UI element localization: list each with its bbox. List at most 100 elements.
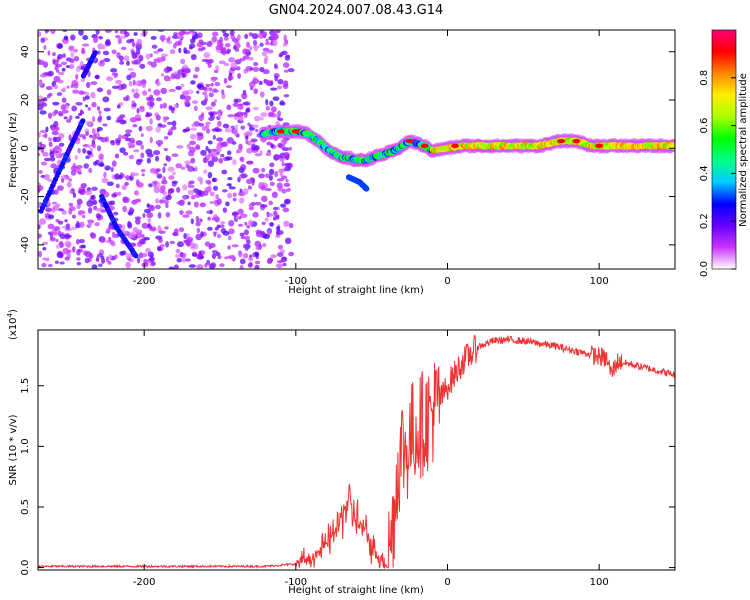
noise-speck (276, 260, 284, 264)
noise-speck (176, 186, 181, 193)
noise-speck (180, 58, 186, 65)
noise-speck (245, 108, 250, 113)
noise-speck (282, 207, 290, 213)
noise-speck (266, 49, 274, 54)
noise-speck (92, 115, 96, 123)
noise-speck (270, 87, 278, 91)
noise-speck (80, 66, 85, 71)
noise-speck (134, 216, 142, 220)
noise-speck (91, 186, 98, 192)
noise-speck (285, 178, 289, 183)
noise-speck (264, 42, 272, 46)
noise-speck (54, 136, 62, 143)
noise-speck (59, 233, 66, 239)
noise-speck (126, 39, 133, 44)
noise-speck (284, 69, 289, 73)
noise-speck (82, 43, 90, 47)
noise-speck (166, 40, 173, 44)
noise-speck (143, 208, 151, 214)
noise-speck (115, 79, 123, 85)
noise-speck (53, 226, 61, 231)
noise-speck (227, 245, 231, 250)
noise-speck (91, 101, 97, 108)
noise-speck (239, 188, 243, 193)
noise-speck (140, 133, 144, 137)
noise-speck (288, 251, 294, 257)
noise-speck (38, 224, 41, 230)
noise-speck (98, 153, 104, 160)
noise-speck (275, 154, 279, 161)
noise-speck (80, 49, 86, 55)
noise-speck (73, 48, 78, 53)
noise-speck (61, 97, 67, 103)
noise-speck (56, 185, 64, 191)
noise-speck (191, 252, 198, 257)
noise-speck (156, 173, 163, 179)
noise-speck (135, 159, 142, 166)
snr-multiplier: (x104) (6, 309, 19, 340)
noise-speck (147, 251, 154, 258)
noise-speck (97, 145, 102, 152)
noise-speck (268, 111, 275, 116)
noise-speck (209, 112, 214, 118)
noise-speck (199, 178, 203, 185)
noise-speck (247, 185, 252, 190)
noise-speck (276, 214, 280, 220)
noise-speck (149, 118, 153, 125)
noise-speck (205, 124, 210, 129)
noise-speck (281, 256, 287, 261)
noise-speck (239, 264, 244, 269)
noise-speck (40, 37, 46, 44)
noise-speck (155, 139, 164, 146)
noise-speck (168, 88, 176, 92)
noise-speck (80, 110, 85, 115)
noise-speck (173, 103, 178, 109)
noise-speck (72, 89, 79, 94)
noise-speck (129, 116, 138, 123)
noise-speck (284, 166, 288, 172)
noise-speck (204, 97, 209, 103)
noise-speck (186, 242, 191, 247)
noise-speck (264, 217, 269, 222)
noise-speck (222, 123, 230, 129)
noise-speck (216, 137, 224, 142)
noise-speck (140, 32, 144, 37)
noise-speck (135, 88, 139, 93)
noise-speck (96, 129, 100, 133)
noise-speck (106, 256, 110, 263)
noise-speck (198, 122, 205, 127)
noise-speck (114, 173, 120, 180)
noise-speck (235, 111, 244, 117)
noise-speck (57, 220, 64, 225)
noise-speck (41, 102, 48, 107)
noise-speck (93, 205, 98, 211)
noise-speck (190, 133, 197, 140)
noise-speck (170, 73, 176, 80)
noise-speck (268, 200, 273, 206)
noise-speck (111, 85, 120, 90)
noise-speck (252, 211, 259, 218)
noise-speck (114, 30, 119, 34)
y-tick-label: 40 (20, 45, 31, 58)
noise-speck (58, 142, 65, 147)
noise-speck (155, 235, 163, 240)
noise-speck (178, 31, 186, 36)
noise-speck (111, 193, 118, 198)
noise-speck (107, 200, 114, 206)
noise-speck (205, 158, 209, 163)
noise-speck (273, 210, 278, 216)
noise-speck (194, 166, 198, 172)
noise-speck (270, 254, 277, 259)
noise-speck (190, 54, 197, 61)
noise-speck (183, 239, 191, 244)
noise-speck (223, 36, 229, 41)
noise-speck (51, 130, 59, 136)
noise-speck (187, 201, 191, 206)
colorbar-tick-label: 0.0 (699, 261, 710, 277)
noise-speck (165, 202, 169, 209)
noise-speck (188, 46, 193, 50)
noise-speck (76, 261, 82, 266)
noise-speck (219, 42, 224, 48)
noise-speck (206, 128, 211, 134)
y-tick-label: 0.0 (20, 560, 31, 576)
